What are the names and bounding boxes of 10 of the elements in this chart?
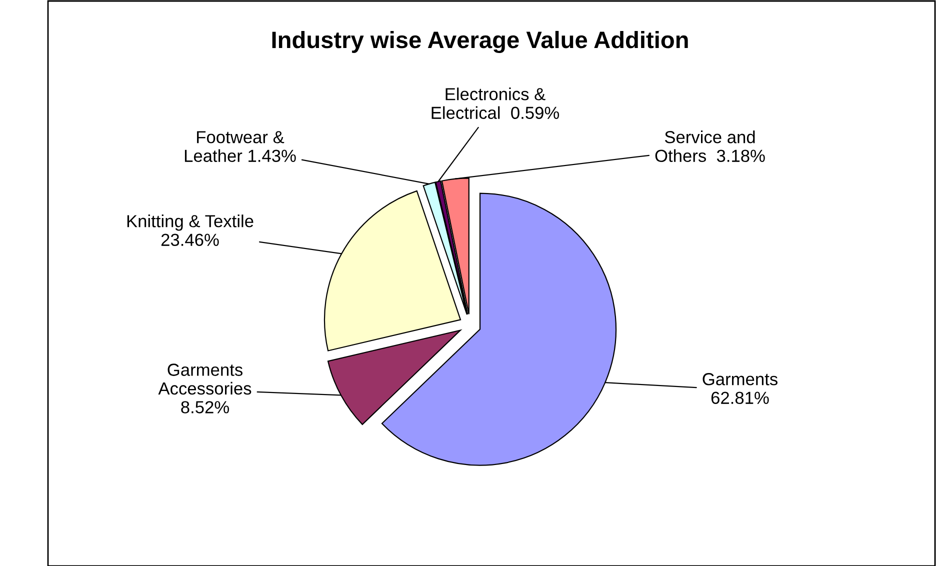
data-label: 23.46% <box>161 234 219 246</box>
slice-label: Garments <box>702 373 778 386</box>
chart-title: Industry wise Average Value Addition <box>272 30 688 54</box>
slice-label: Footwear & Leather 1.43% <box>184 131 296 162</box>
slice-label: Knitting & Textile <box>127 214 254 231</box>
data-label: 8.52% <box>181 401 229 414</box>
slice-label: Electronics & Electrical 0.59% <box>432 88 560 120</box>
slice-label: Service and Others 3.18% <box>655 130 765 162</box>
data-label: 62.81% <box>711 392 769 404</box>
slice-label: Garments Accessories <box>158 364 252 395</box>
